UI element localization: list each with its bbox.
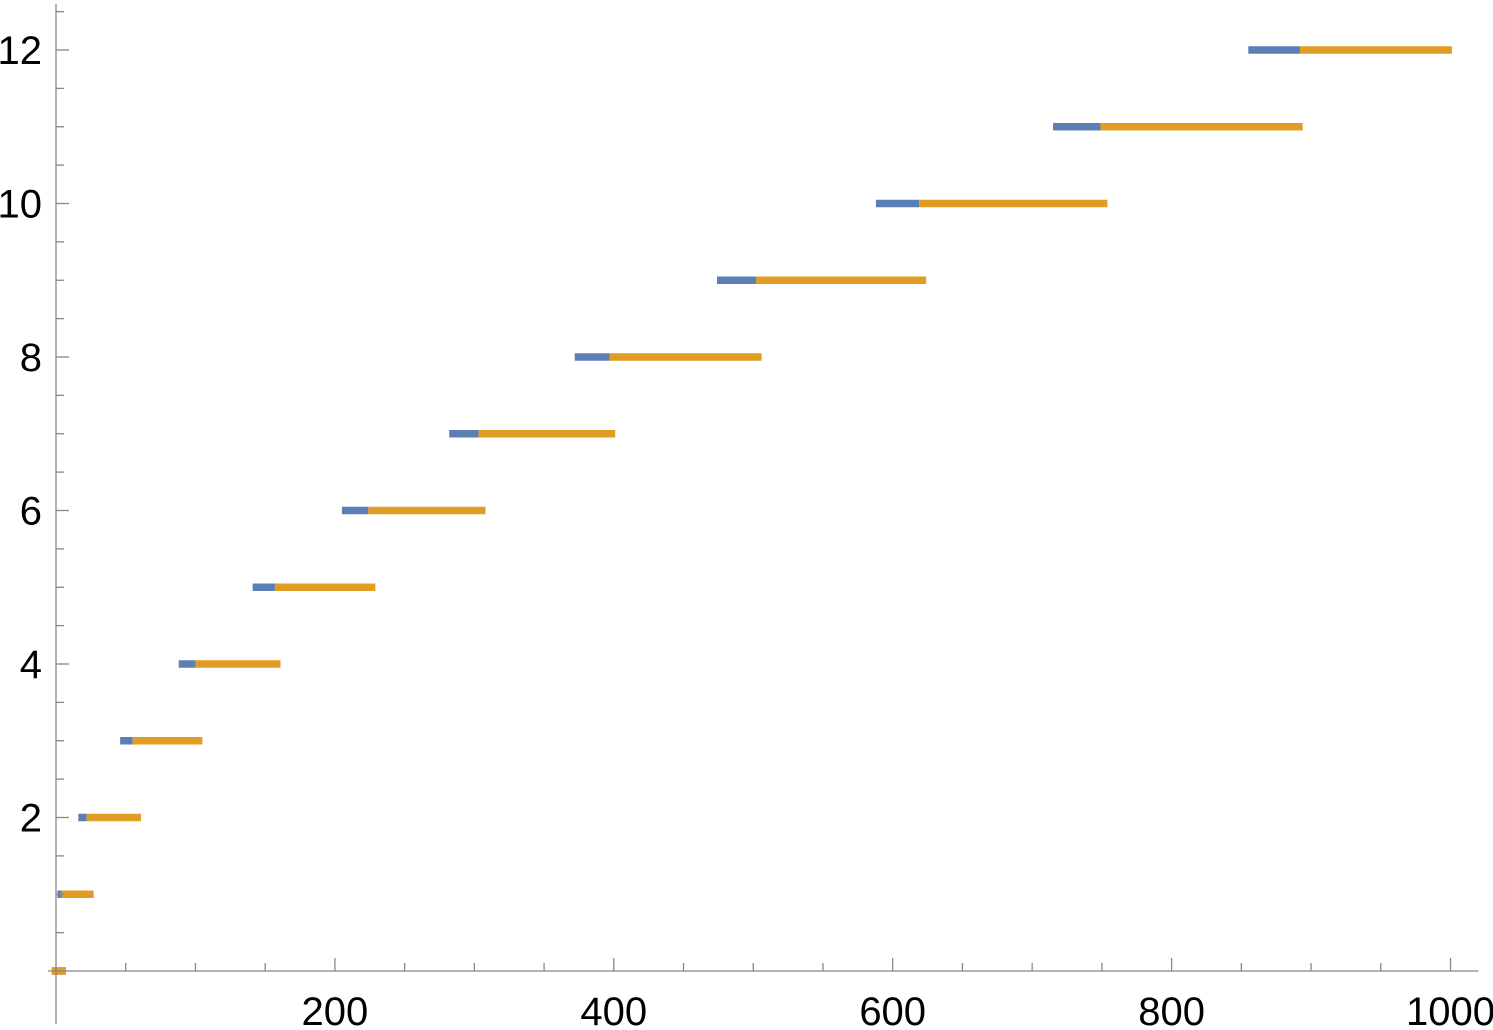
x-tick-label-1000: 1000 — [1406, 990, 1493, 1030]
y-tick-label-10: 10 — [0, 183, 42, 227]
x-tick-label-800: 800 — [1138, 990, 1205, 1030]
x-tick-label-400: 400 — [580, 990, 647, 1030]
y-tick-label-4: 4 — [20, 643, 42, 687]
y-tick-label-6: 6 — [20, 490, 42, 534]
chart-axes: 200 400 600 800 1000 2 4 6 8 10 12 — [0, 3, 1493, 1030]
y-tick-label-2: 2 — [20, 797, 42, 841]
x-tick-label-600: 600 — [859, 990, 926, 1030]
y-tick-label-12: 12 — [0, 29, 42, 73]
chart-marks — [51, 46, 1452, 975]
y-tick-label-8: 8 — [20, 336, 42, 380]
x-tick-label-200: 200 — [302, 990, 369, 1030]
